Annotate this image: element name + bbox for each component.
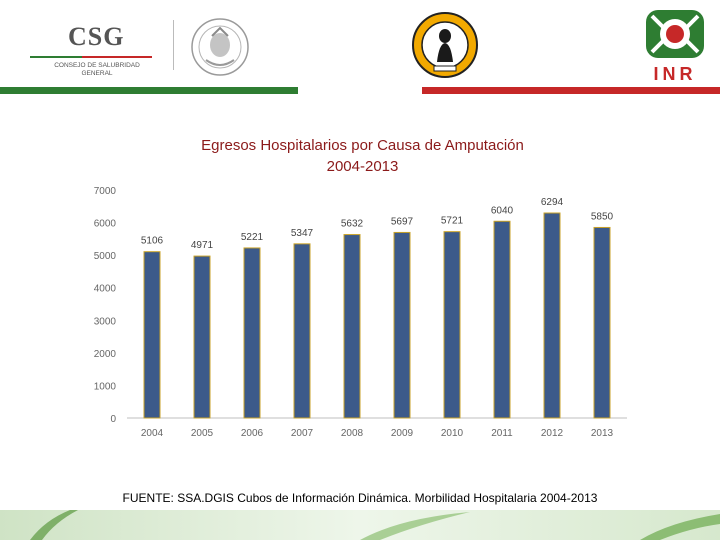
bar [293,243,311,419]
csg-logo-line-green [30,56,82,58]
coat-of-arms-icon [191,18,249,76]
csg-subtitle-line1: CONSEJO DE SALUBRIDAD [54,62,140,69]
bar [343,234,361,419]
data-label: 5347 [291,228,314,239]
source-note: FUENTE: SSA.DGIS Cubos de Información Di… [122,491,598,505]
institution-emblem-icon [412,12,478,78]
y-tick-label: 3000 [94,316,117,327]
chart-title: Egresos Hospitalarios por Causa de Amput… [201,137,524,154]
x-tick-label: 2013 [591,428,614,439]
data-label: 6040 [491,205,514,216]
header-band-green [0,87,298,94]
inr-logo-icon [646,10,704,58]
inr-logo-text: INR [653,64,697,84]
data-label: 5221 [241,232,264,243]
csg-logo: CSG CONSEJO DE SALUBRIDAD GENERAL [30,22,160,82]
data-label: 5697 [391,216,414,227]
y-tick-label: 2000 [94,349,117,360]
y-tick-label: 6000 [94,219,117,230]
data-label: 6294 [541,197,564,208]
bar [543,212,561,419]
bar [143,251,161,419]
data-label: 5106 [141,236,164,247]
x-tick-label: 2008 [341,428,364,439]
y-tick-label: 0 [110,414,116,425]
y-tick-label: 7000 [94,186,117,197]
y-tick-label: 1000 [94,381,117,392]
x-tick-label: 2009 [391,428,414,439]
bar [593,226,611,419]
footer-decoration [0,510,720,540]
chart-title-block: Egresos Hospitalarios por Causa de Amput… [100,135,625,177]
x-tick-label: 2006 [241,428,264,439]
x-tick-label: 2004 [141,428,164,439]
bar [493,220,511,419]
csg-subtitle-line2: GENERAL [81,70,113,77]
data-label: 5721 [441,216,464,227]
chart-subtitle: 2004-2013 [326,158,399,175]
x-tick-label: 2007 [291,428,314,439]
x-tick-label: 2005 [191,428,214,439]
csg-logo-subtitle: CONSEJO DE SALUBRIDAD GENERAL [42,62,152,78]
bar [193,255,211,419]
bar [393,231,411,419]
x-tick-label: 2011 [491,428,513,439]
bar [243,247,261,419]
bar [443,231,461,419]
y-tick-label: 5000 [94,251,117,262]
inr-logo: INR [640,6,710,86]
data-label: 5850 [591,211,614,222]
data-label: 5632 [341,219,364,230]
x-tick-label: 2010 [441,428,464,439]
data-label: 4971 [191,240,214,251]
csg-logo-line-red [82,56,152,58]
header-divider [173,20,174,70]
header-band-red [422,87,720,94]
y-tick-label: 4000 [94,284,117,295]
csg-logo-text: CSG [68,22,125,51]
x-tick-label: 2012 [541,428,564,439]
